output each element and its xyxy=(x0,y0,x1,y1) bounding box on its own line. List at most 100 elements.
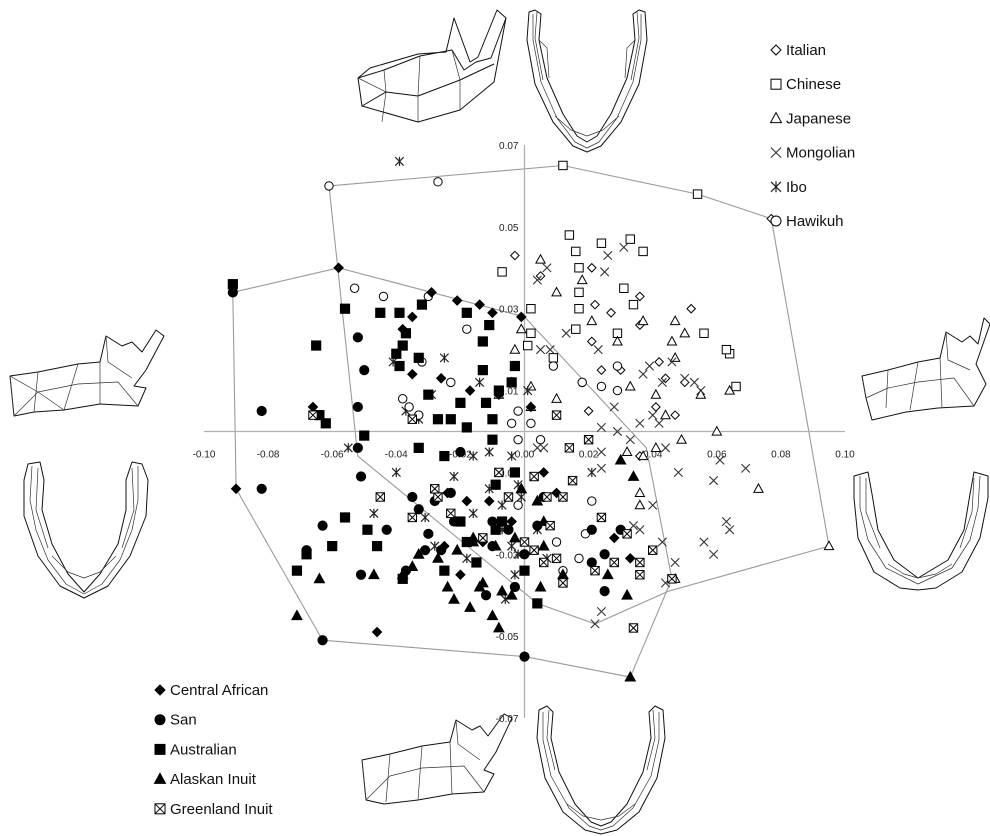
point-chinese xyxy=(574,304,584,314)
x-tick-label: 0.06 xyxy=(707,450,727,461)
point-mongolian xyxy=(596,606,607,617)
point-central-african xyxy=(407,311,418,323)
point-australian xyxy=(519,565,530,576)
point-san xyxy=(352,332,363,343)
point-chinese xyxy=(628,299,639,310)
series-alaskan-inuit xyxy=(291,453,640,682)
point-ibo xyxy=(391,467,401,478)
point-australian xyxy=(397,340,408,351)
point-mongolian xyxy=(689,377,699,387)
point-japanese xyxy=(666,335,678,346)
point-japanese xyxy=(660,409,671,420)
point-hawikuh xyxy=(513,500,523,510)
point-australian xyxy=(359,430,370,441)
point-australian xyxy=(362,524,373,535)
point-alaskan-inuit xyxy=(467,535,480,547)
legend-entry-japanese: Japanese xyxy=(769,110,851,127)
point-australian xyxy=(413,352,424,363)
point-mongolian xyxy=(725,525,735,535)
point-japanese xyxy=(509,343,521,354)
point-central-african xyxy=(551,487,562,499)
point-greenland-inuit xyxy=(558,578,568,588)
point-mongolian xyxy=(660,443,671,453)
jaw-side-view-left xyxy=(9,329,165,417)
legend-label-australian: Australian xyxy=(170,741,237,758)
point-greenland-inuit xyxy=(564,443,575,453)
point-mongolian xyxy=(644,361,655,371)
point-mongolian xyxy=(657,537,667,547)
point-mongolian xyxy=(596,447,607,457)
legend-label-hawikuh: Hawikuh xyxy=(786,213,844,230)
point-san xyxy=(352,401,363,413)
point-ibo xyxy=(449,471,459,482)
point-australian xyxy=(439,565,450,576)
point-central-african xyxy=(333,262,344,274)
legend-marker-ibo xyxy=(770,181,782,193)
point-greenland-inuit xyxy=(609,557,619,568)
point-chinese xyxy=(558,160,568,171)
point-greenland-inuit xyxy=(635,570,645,580)
point-chinese xyxy=(571,246,581,257)
point-australian xyxy=(291,565,303,576)
point-australian xyxy=(339,512,351,523)
point-australian xyxy=(455,397,466,408)
point-greenland-inuit xyxy=(407,512,418,523)
point-japanese xyxy=(637,315,649,326)
x-tick-label: 0.10 xyxy=(835,450,855,461)
point-ibo xyxy=(475,377,485,388)
series-chinese xyxy=(497,160,741,392)
point-japanese xyxy=(650,442,662,452)
point-chinese xyxy=(731,381,741,392)
point-mongolian xyxy=(539,443,549,453)
y-tick-label: -0.03 xyxy=(496,550,519,561)
point-chinese xyxy=(548,353,559,363)
hull-east xyxy=(328,164,830,625)
point-san xyxy=(599,586,610,597)
point-san xyxy=(317,635,328,646)
point-australian xyxy=(445,414,456,425)
point-mongolian xyxy=(532,275,542,285)
series-ibo xyxy=(343,156,597,604)
legend-entry-san: San xyxy=(154,712,197,729)
x-tick-label: 0.02 xyxy=(579,450,599,461)
point-australian xyxy=(480,397,492,408)
point-central-african xyxy=(487,307,498,319)
point-san xyxy=(355,471,367,482)
point-ibo xyxy=(394,156,405,166)
point-ibo xyxy=(516,492,526,502)
point-mongolian xyxy=(709,549,719,559)
point-chinese xyxy=(699,328,709,338)
point-chinese xyxy=(692,189,703,199)
point-mongolian xyxy=(638,369,648,379)
point-greenland-inuit xyxy=(539,557,549,568)
jaw-front-view-top xyxy=(526,9,648,153)
point-mongolian xyxy=(596,422,607,432)
point-central-african xyxy=(538,467,550,478)
point-alaskan-inuit xyxy=(505,588,518,600)
point-australian xyxy=(439,450,450,462)
point-alaskan-inuit xyxy=(441,580,454,592)
point-japanese xyxy=(535,253,546,264)
point-central-african xyxy=(525,401,537,413)
point-australian xyxy=(532,598,543,609)
point-ibo xyxy=(439,353,449,363)
point-mongolian xyxy=(680,373,690,383)
jaw-side-view-bottom xyxy=(361,713,513,805)
point-alaskan-inuit xyxy=(367,568,380,580)
point-greenland-inuit xyxy=(478,533,488,543)
point-san xyxy=(420,545,431,556)
point-greenland-inuit xyxy=(503,492,514,502)
legend-bottom-left: Central African San Australian Alaskan Inui… xyxy=(153,682,273,818)
point-chinese xyxy=(721,344,732,355)
point-mongolian xyxy=(612,426,623,437)
point-australian xyxy=(227,279,238,290)
x-tick-label: 0.04 xyxy=(643,450,663,461)
point-australian xyxy=(471,557,482,568)
point-hawikuh xyxy=(551,537,562,547)
legend-label-san: San xyxy=(170,712,197,729)
point-san xyxy=(586,557,597,568)
point-mongolian xyxy=(721,516,732,527)
jaw-front-view-bottom xyxy=(536,705,666,835)
legend-marker-alaskan-inuit xyxy=(153,772,167,784)
point-mongolian xyxy=(590,619,600,629)
